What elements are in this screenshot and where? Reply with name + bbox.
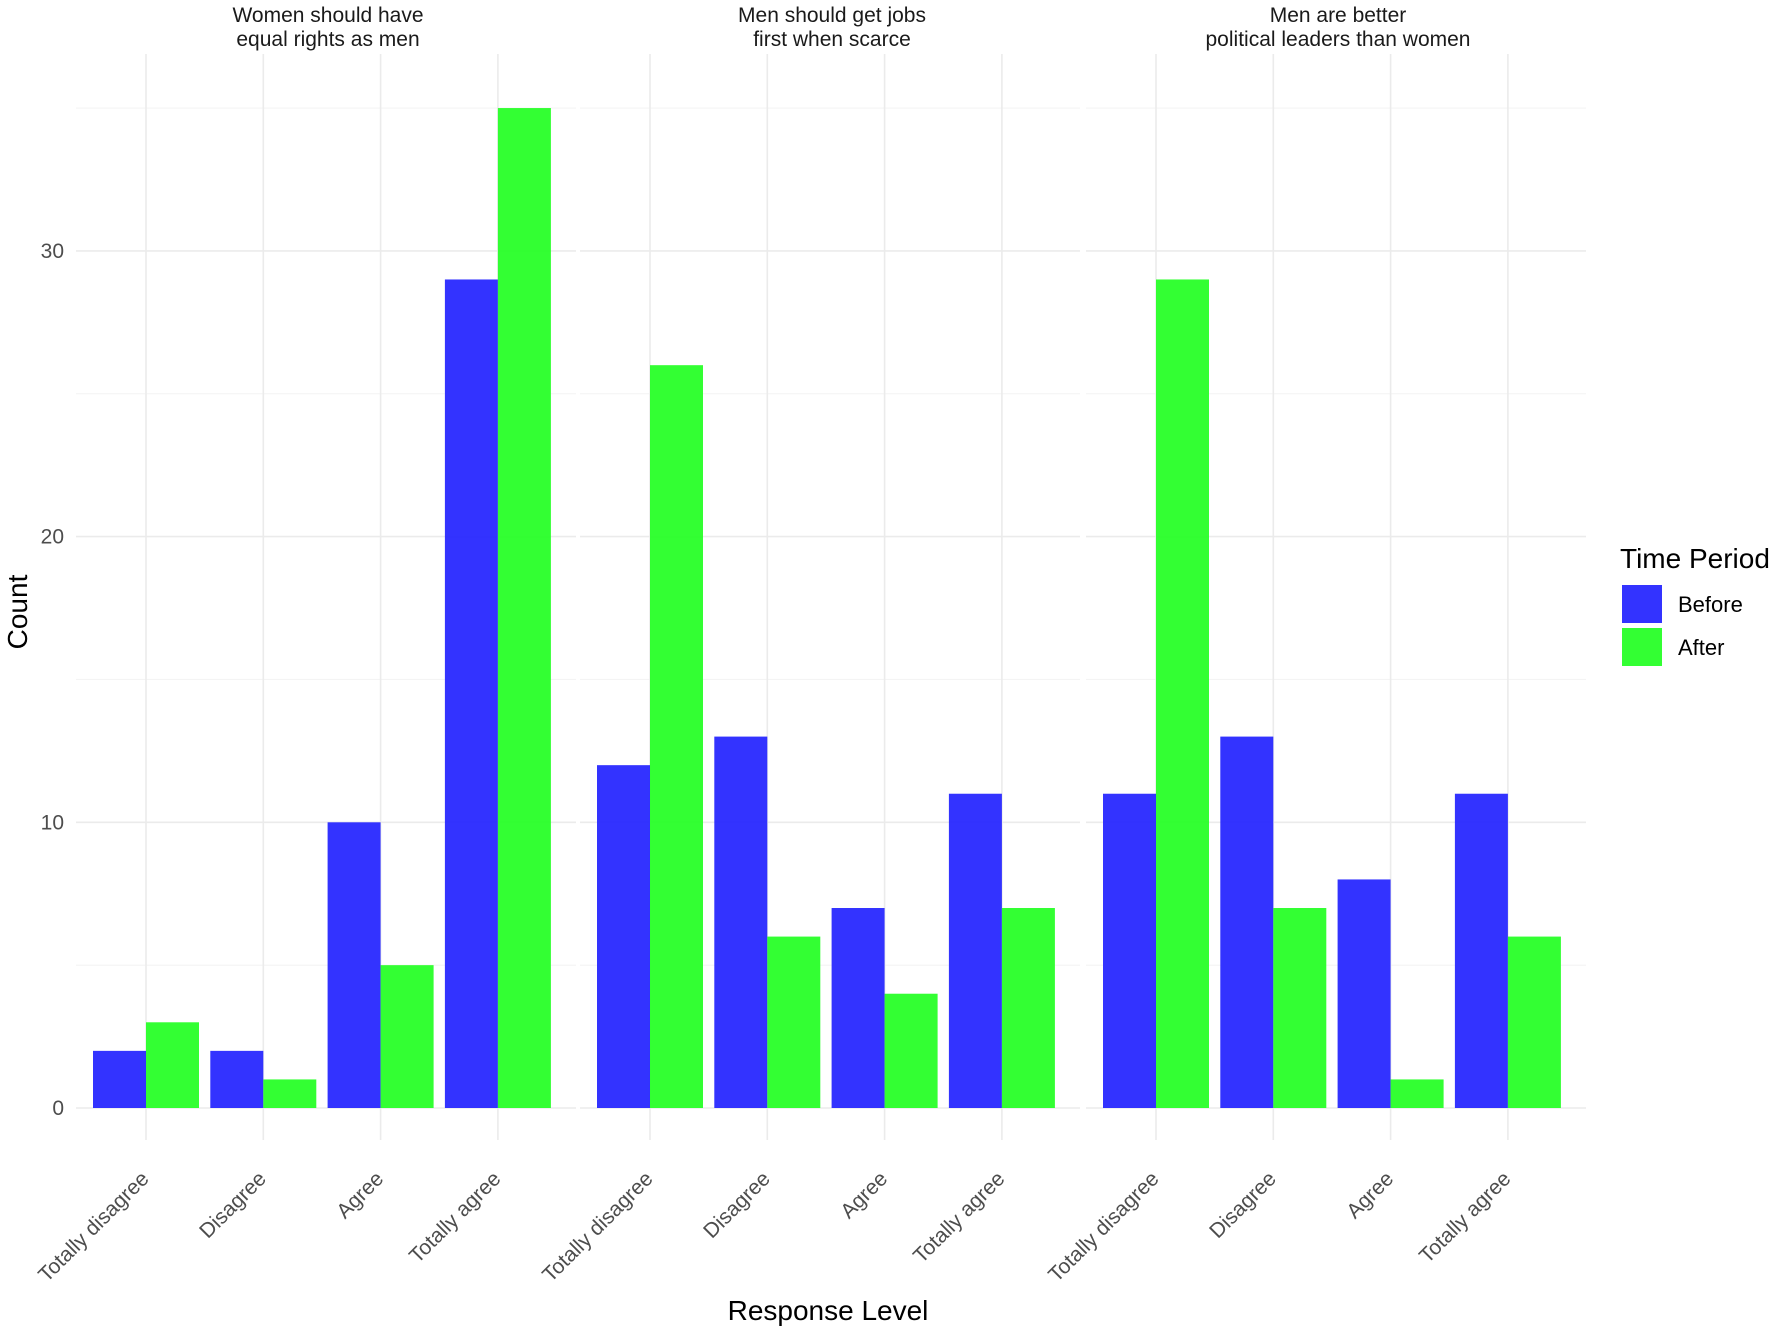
legend-swatch-after: [1622, 628, 1662, 666]
x-tick-label: Totally disagree: [1044, 1167, 1163, 1286]
facet-title-line: Women should have: [232, 4, 423, 27]
legend-label-after: After: [1678, 635, 1724, 660]
chart-text: Count Response Level 0 10 20 30 Women should…: [2, 4, 1515, 1326]
x-tick-label: Totally disagree: [34, 1167, 153, 1286]
bar-before: [93, 1050, 146, 1108]
y-tick-label: 0: [52, 1097, 64, 1120]
bar-after: [263, 1079, 317, 1108]
legend-swatch-before: [1622, 585, 1662, 623]
bar-before: [948, 793, 1002, 1108]
bar-after: [146, 1022, 199, 1108]
facet-title-2: Men should get jobs first when scarce: [738, 4, 926, 51]
bar-after: [767, 936, 821, 1108]
legend: Time Period Before After: [1620, 543, 1770, 666]
x-tick-label: Disagree: [699, 1167, 775, 1243]
facet-title-1: Women should have equal rights as men: [232, 4, 423, 51]
y-tick-label: 30: [41, 240, 64, 263]
x-tick-label: Agree: [332, 1167, 388, 1223]
x-tick-label: Agree: [1342, 1167, 1398, 1223]
x-tick-label: Totally agree: [1415, 1167, 1515, 1267]
bar-after: [650, 365, 703, 1108]
bar-before: [444, 279, 498, 1109]
bar-after: [1390, 1079, 1444, 1108]
facet-title-line: Men are better: [1270, 4, 1407, 27]
bar-before: [597, 765, 650, 1108]
x-tick-label: Agree: [836, 1167, 892, 1223]
bar-before: [1454, 793, 1508, 1108]
bar-after: [1507, 936, 1561, 1108]
facet-title-line: equal rights as men: [236, 28, 419, 51]
bar-before: [1337, 879, 1391, 1108]
x-tick-label: Disagree: [1205, 1167, 1281, 1243]
x-axis-title: Response Level: [728, 1295, 929, 1326]
bar-before: [714, 736, 768, 1108]
y-axis-title: Count: [2, 574, 33, 649]
y-tick-label: 10: [41, 811, 64, 834]
bar-after: [1273, 908, 1327, 1108]
bar-before: [831, 908, 885, 1108]
facet-title-line: first when scarce: [753, 28, 911, 51]
facet-title-line: Men should get jobs: [738, 4, 926, 27]
bar-before: [1220, 736, 1274, 1108]
facet-title-line: political leaders than women: [1206, 28, 1471, 51]
bar-before: [210, 1050, 264, 1108]
bar-after: [380, 965, 434, 1108]
legend-label-before: Before: [1678, 592, 1743, 617]
bar-after: [1001, 908, 1055, 1108]
facet-title-3: Men are better political leaders than wom…: [1206, 4, 1471, 51]
bars: [93, 108, 1561, 1109]
x-tick-label: Totally agree: [405, 1167, 505, 1267]
y-tick-label: 20: [41, 526, 64, 549]
legend-title: Time Period: [1620, 543, 1770, 574]
bar-before: [327, 822, 381, 1108]
x-tick-label: Totally agree: [909, 1167, 1009, 1267]
x-tick-label: Disagree: [195, 1167, 271, 1243]
bar-after: [884, 993, 938, 1108]
bar-after: [497, 108, 551, 1109]
bar-after: [1156, 279, 1209, 1109]
x-tick-label: Totally disagree: [538, 1167, 657, 1286]
bar-before: [1103, 793, 1156, 1108]
